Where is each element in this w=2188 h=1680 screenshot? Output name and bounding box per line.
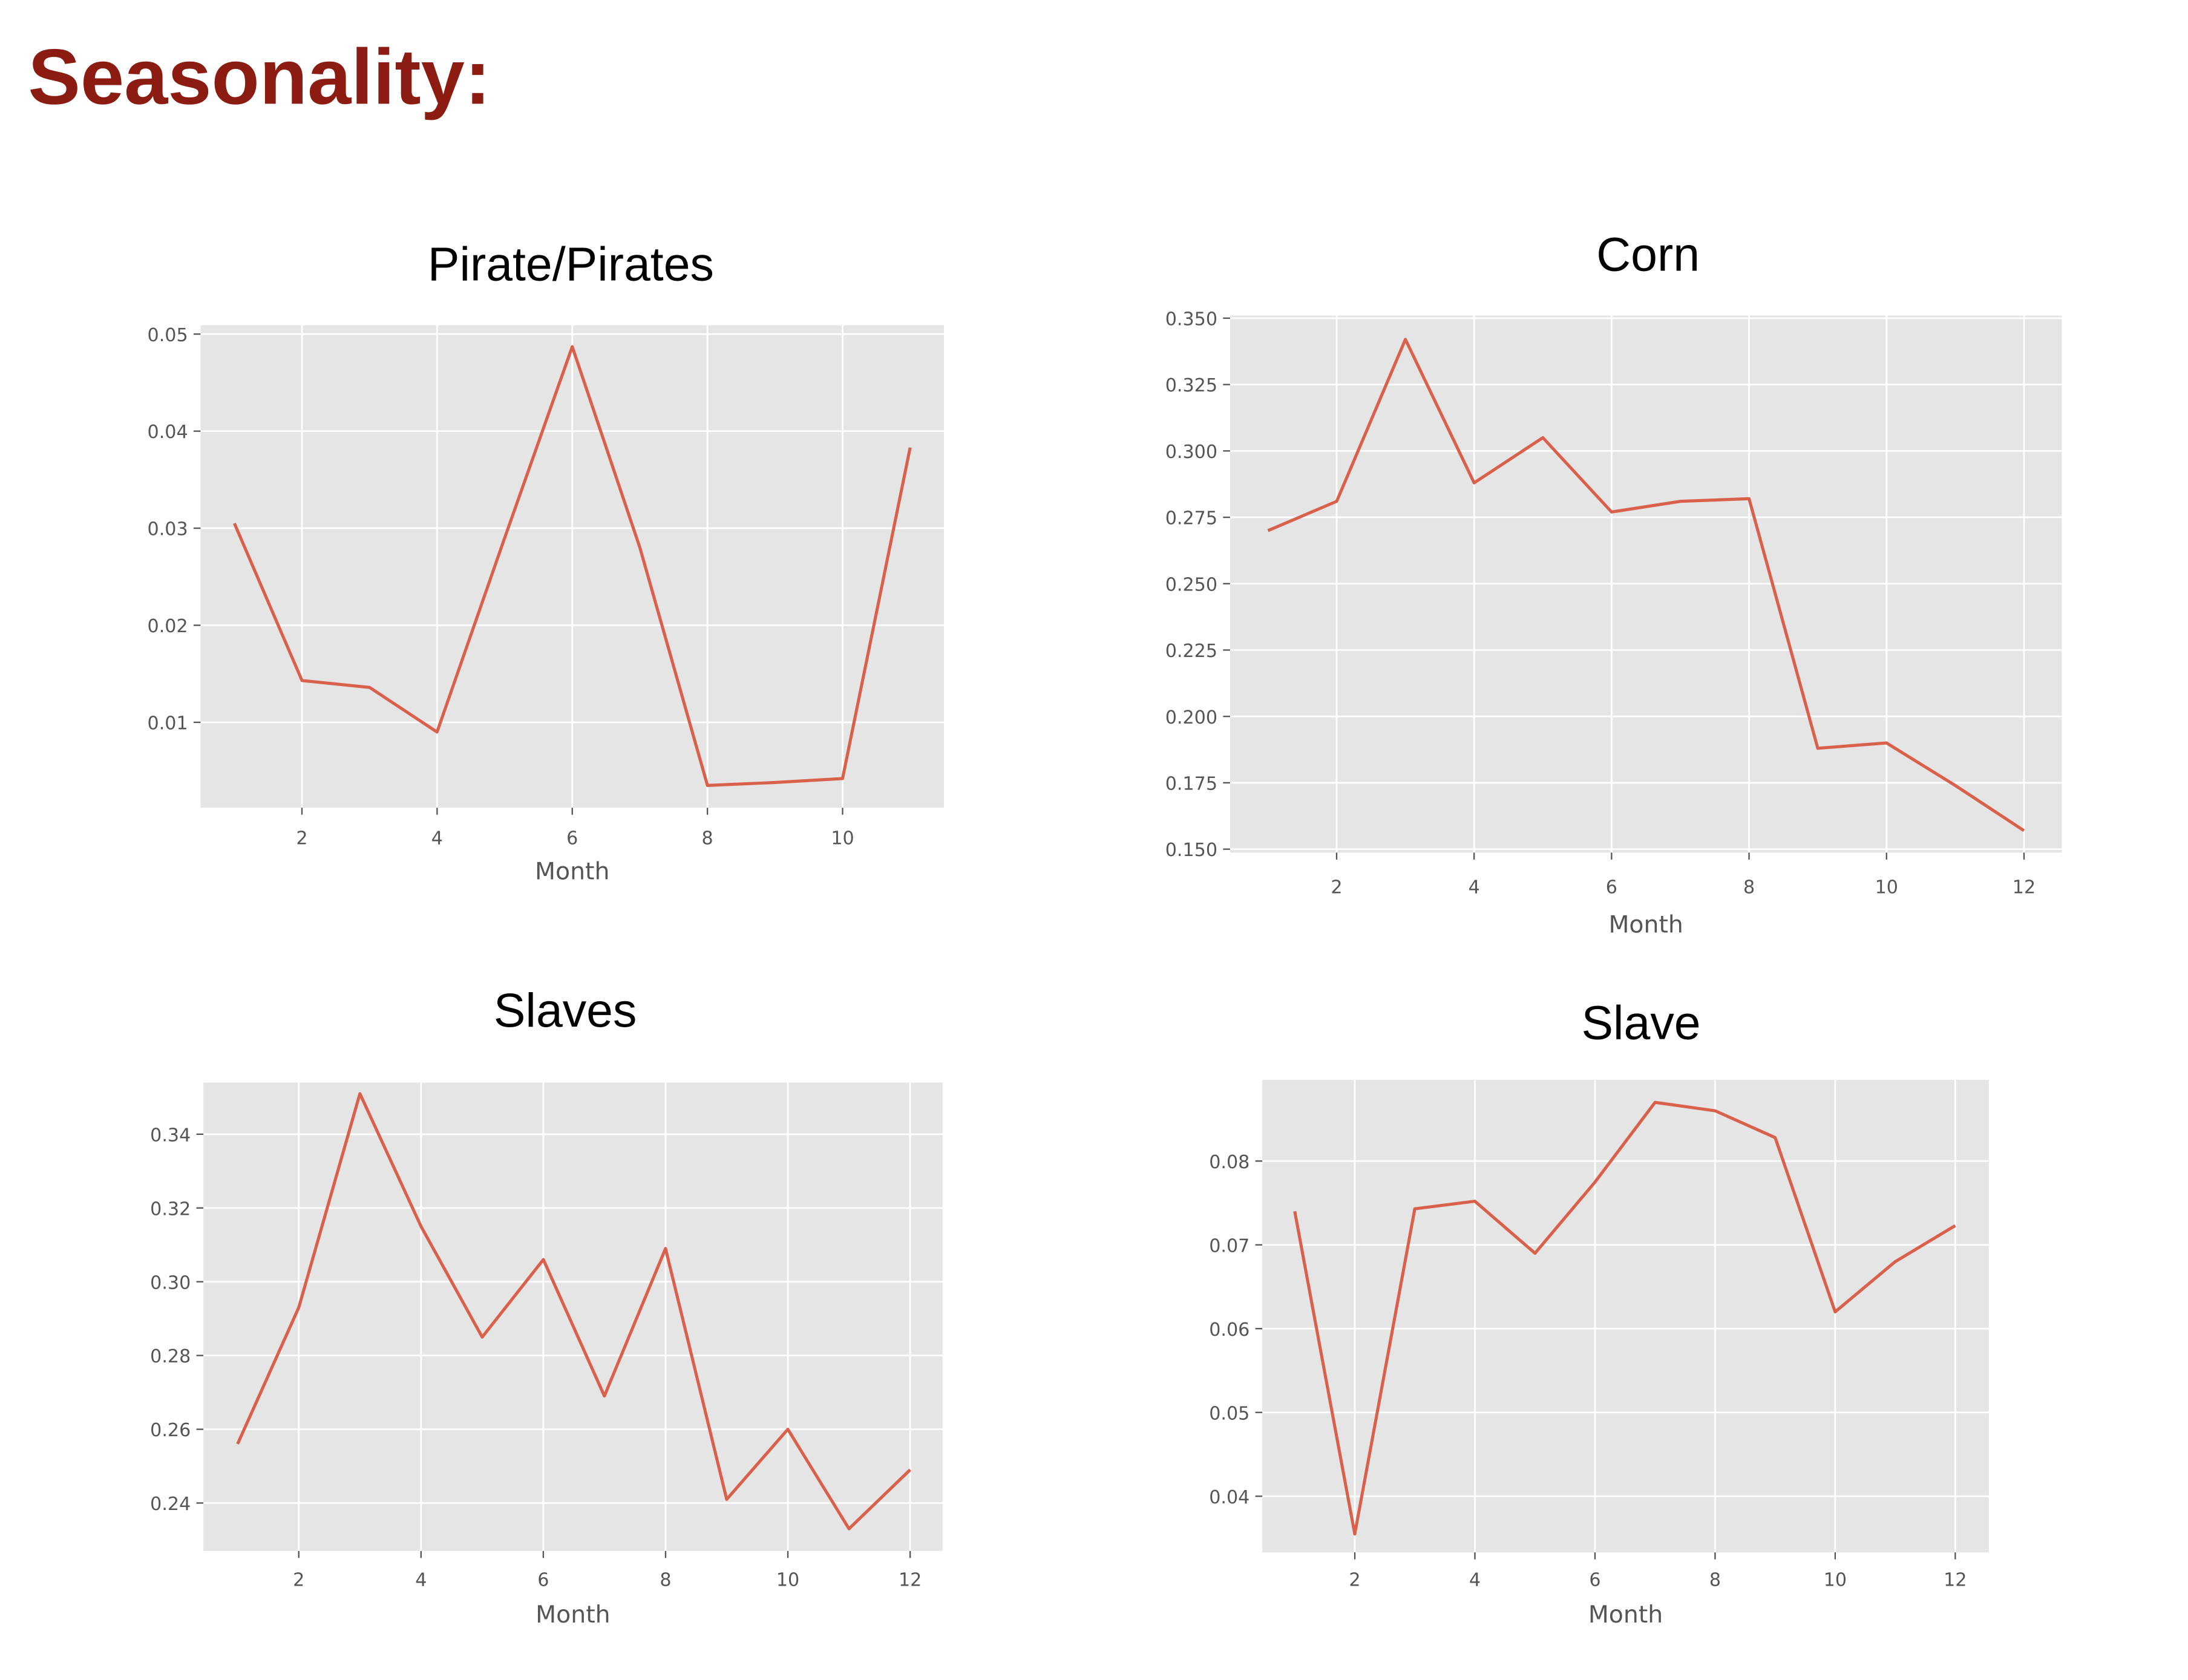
x-tick-label: 12 xyxy=(899,1570,922,1591)
chart-0: 2 4 6 8 10 0.01 0.02 0.03 0.04 0.05 Month xyxy=(148,325,944,886)
y-tick-label: 0.300 xyxy=(1165,442,1217,463)
y-tick-label: 0.34 xyxy=(150,1125,191,1146)
y-tick-label: 0.325 xyxy=(1165,375,1217,396)
y-tick-label: 0.03 xyxy=(148,519,188,540)
x-tick-label: 2 xyxy=(1331,877,1342,898)
chart-3: 2 4 6 8 10 12 0.04 0.05 0.06 0.07 0.08 Month xyxy=(1209,1080,1989,1629)
x-tick-label: 8 xyxy=(702,828,713,849)
y-tick-label: 0.08 xyxy=(1209,1152,1250,1173)
x-tick-label: 8 xyxy=(1743,877,1755,898)
x-tick-label: 6 xyxy=(1589,1570,1600,1591)
x-axis-label: Month xyxy=(1588,1601,1663,1629)
x-axis-label: Month xyxy=(536,1601,610,1629)
x-tick-label: 8 xyxy=(660,1570,671,1591)
x-tick-label: 6 xyxy=(1606,877,1617,898)
x-tick-label: 2 xyxy=(293,1570,304,1591)
x-tick-label: 6 xyxy=(566,828,578,849)
x-tick-label: 4 xyxy=(415,1570,427,1591)
x-tick-label: 2 xyxy=(296,828,307,849)
x-axis-label: Month xyxy=(535,857,609,885)
y-tick-label: 0.02 xyxy=(148,616,188,637)
x-axis-label: Month xyxy=(1608,910,1683,938)
y-tick-label: 0.06 xyxy=(1209,1319,1250,1341)
y-tick-label: 0.04 xyxy=(1209,1487,1250,1508)
x-tick-label: 12 xyxy=(1944,1570,1967,1591)
y-tick-label: 0.28 xyxy=(150,1346,191,1367)
y-tick-label: 0.250 xyxy=(1165,574,1217,595)
y-tick-label: 0.05 xyxy=(1209,1403,1250,1424)
plot-area xyxy=(203,1082,943,1551)
x-tick-label: 2 xyxy=(1349,1570,1360,1591)
x-tick-label: 8 xyxy=(1709,1570,1721,1591)
x-tick-label: 6 xyxy=(537,1570,549,1591)
x-tick-label: 10 xyxy=(776,1570,799,1591)
x-tick-label: 4 xyxy=(1469,1570,1481,1591)
y-tick-label: 0.01 xyxy=(148,713,188,734)
y-tick-label: 0.200 xyxy=(1165,707,1217,728)
y-tick-label: 0.32 xyxy=(150,1198,191,1220)
chart-1: 2 4 6 8 10 12 0.150 0.175 0.200 0.225 0.250 0.275 0.… xyxy=(1165,309,2062,939)
y-tick-label: 0.175 xyxy=(1165,774,1217,795)
y-tick-label: 0.26 xyxy=(150,1420,191,1441)
y-tick-label: 0.225 xyxy=(1165,641,1217,662)
y-tick-label: 0.07 xyxy=(1209,1235,1250,1257)
x-tick-label: 4 xyxy=(1469,877,1480,898)
y-tick-label: 0.05 xyxy=(148,325,188,346)
y-tick-label: 0.150 xyxy=(1165,840,1217,861)
chart-2: 2 4 6 8 10 12 0.24 0.26 0.28 0.30 0.32 0.34 Month xyxy=(150,1082,943,1628)
y-tick-label: 0.30 xyxy=(150,1272,191,1293)
x-tick-label: 10 xyxy=(1875,877,1898,898)
x-tick-label: 10 xyxy=(831,828,854,849)
plot-area xyxy=(1262,1080,1989,1552)
y-tick-label: 0.350 xyxy=(1165,309,1217,330)
x-tick-label: 12 xyxy=(2013,877,2036,898)
y-tick-label: 0.04 xyxy=(148,422,188,443)
x-tick-label: 4 xyxy=(431,828,443,849)
y-tick-label: 0.275 xyxy=(1165,508,1217,529)
x-tick-label: 10 xyxy=(1824,1570,1847,1591)
y-tick-label: 0.24 xyxy=(150,1494,191,1515)
